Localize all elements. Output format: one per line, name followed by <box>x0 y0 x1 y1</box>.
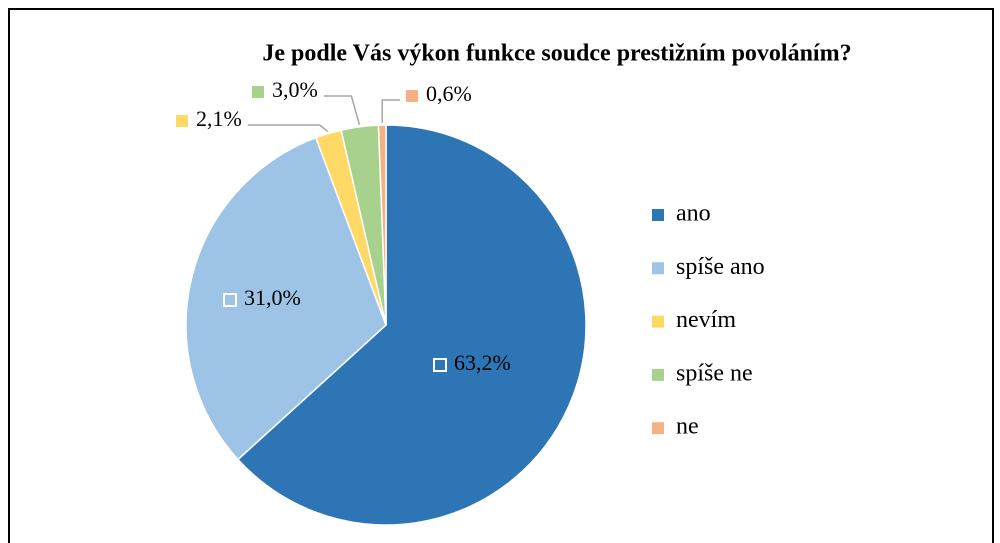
leader-line <box>323 95 361 125</box>
legend-swatch <box>652 262 664 275</box>
data-label: 0,6% <box>426 81 472 106</box>
legend-swatch <box>652 422 664 435</box>
legend-label: spíše ne <box>676 360 753 386</box>
label-marker <box>406 90 418 102</box>
legend-label: ano <box>676 201 711 227</box>
data-label: 63,2% <box>454 350 511 375</box>
data-label: 3,0% <box>272 77 318 102</box>
legend-label: nevím <box>676 307 736 333</box>
label-marker <box>252 86 264 98</box>
pie-slice <box>236 124 587 526</box>
label-marker <box>223 293 237 307</box>
pie-slice <box>377 124 387 326</box>
leader-line <box>381 99 400 124</box>
legend-swatch <box>652 209 664 221</box>
data-label: 31,0% <box>244 285 301 310</box>
legend-swatch <box>652 368 664 381</box>
legend-label: ne <box>676 414 699 440</box>
legend-label: spíše ano <box>676 254 765 280</box>
data-label: 2,1% <box>196 106 242 131</box>
leader-line <box>247 124 329 133</box>
legend-swatch <box>652 315 664 328</box>
label-marker <box>176 115 188 127</box>
pie-slice <box>185 136 387 461</box>
chart-title: Je podle Vás výkon funkce soudce prestiž… <box>262 41 851 67</box>
label-marker <box>433 358 447 372</box>
